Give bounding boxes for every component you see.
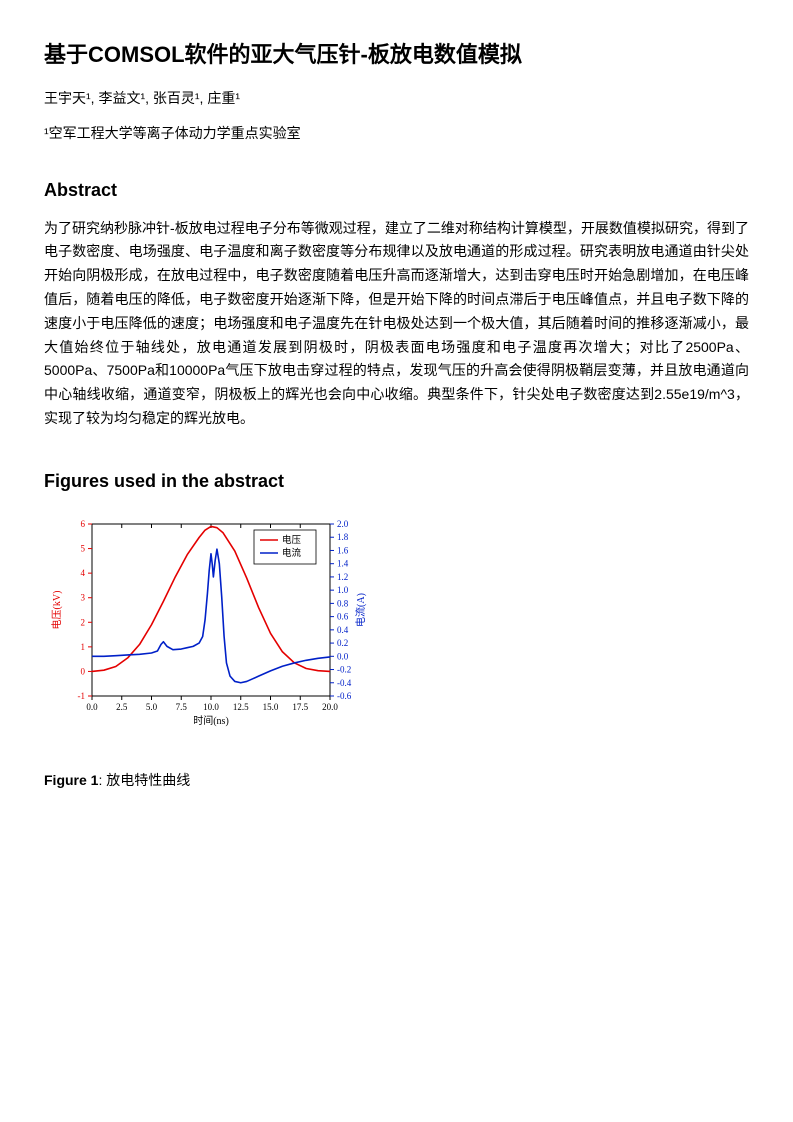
svg-text:0.6: 0.6 [337, 611, 349, 621]
svg-text:电流: 电流 [282, 547, 302, 559]
svg-text:-0.4: -0.4 [337, 678, 352, 688]
svg-text:4: 4 [81, 568, 86, 578]
svg-text:0: 0 [81, 666, 86, 676]
svg-text:5.0: 5.0 [146, 702, 158, 712]
paper-title: 基于COMSOL软件的亚大气压针-板放电数值模拟 [44, 40, 749, 70]
figure-1-caption: Figure 1: 放电特性曲线 [44, 770, 749, 790]
svg-text:1.6: 1.6 [337, 545, 349, 555]
svg-text:2: 2 [81, 617, 86, 627]
svg-text:0.4: 0.4 [337, 625, 349, 635]
svg-text:2.5: 2.5 [116, 702, 128, 712]
svg-text:时间(ns): 时间(ns) [193, 714, 229, 727]
svg-text:17.5: 17.5 [292, 702, 308, 712]
svg-text:7.5: 7.5 [176, 702, 188, 712]
svg-text:20.0: 20.0 [322, 702, 338, 712]
svg-text:-0.6: -0.6 [337, 691, 352, 701]
authors-line: 王宇天¹, 李益文¹, 张百灵¹, 庄重¹ [44, 88, 749, 109]
svg-text:1.8: 1.8 [337, 532, 349, 542]
figure-1-caption-text: : 放电特性曲线 [98, 772, 190, 788]
svg-text:2.0: 2.0 [337, 519, 349, 529]
svg-text:电流(A): 电流(A) [354, 593, 367, 627]
svg-text:0.0: 0.0 [86, 702, 98, 712]
svg-text:0.2: 0.2 [337, 638, 348, 648]
svg-text:电压: 电压 [282, 534, 302, 546]
abstract-heading: Abstract [44, 180, 749, 201]
svg-text:0.8: 0.8 [337, 598, 349, 608]
svg-text:1: 1 [81, 642, 86, 652]
figure-1: 0.02.55.07.510.012.515.017.520.0时间(ns)-1… [44, 508, 749, 742]
svg-text:-1: -1 [78, 691, 86, 701]
svg-text:0.0: 0.0 [337, 651, 349, 661]
svg-text:电压(kV): 电压(kV) [50, 590, 63, 629]
svg-text:6: 6 [81, 519, 86, 529]
figure-1-label: Figure 1 [44, 772, 98, 788]
svg-text:1.0: 1.0 [337, 585, 349, 595]
svg-text:-0.2: -0.2 [337, 664, 351, 674]
svg-text:10.0: 10.0 [203, 702, 219, 712]
abstract-text: 为了研究纳秒脉冲针-板放电过程电子分布等微观过程，建立了二维对称结构计算模型，开… [44, 217, 749, 431]
svg-text:5: 5 [81, 543, 86, 553]
figure-1-chart: 0.02.55.07.510.012.515.017.520.0时间(ns)-1… [44, 508, 374, 742]
svg-text:15.0: 15.0 [263, 702, 279, 712]
svg-text:3: 3 [81, 593, 86, 603]
svg-text:1.2: 1.2 [337, 572, 348, 582]
affiliation-line: ¹空军工程大学等离子体动力学重点实验室 [44, 123, 749, 144]
svg-text:1.4: 1.4 [337, 559, 349, 569]
svg-text:12.5: 12.5 [233, 702, 249, 712]
figures-heading: Figures used in the abstract [44, 471, 749, 492]
